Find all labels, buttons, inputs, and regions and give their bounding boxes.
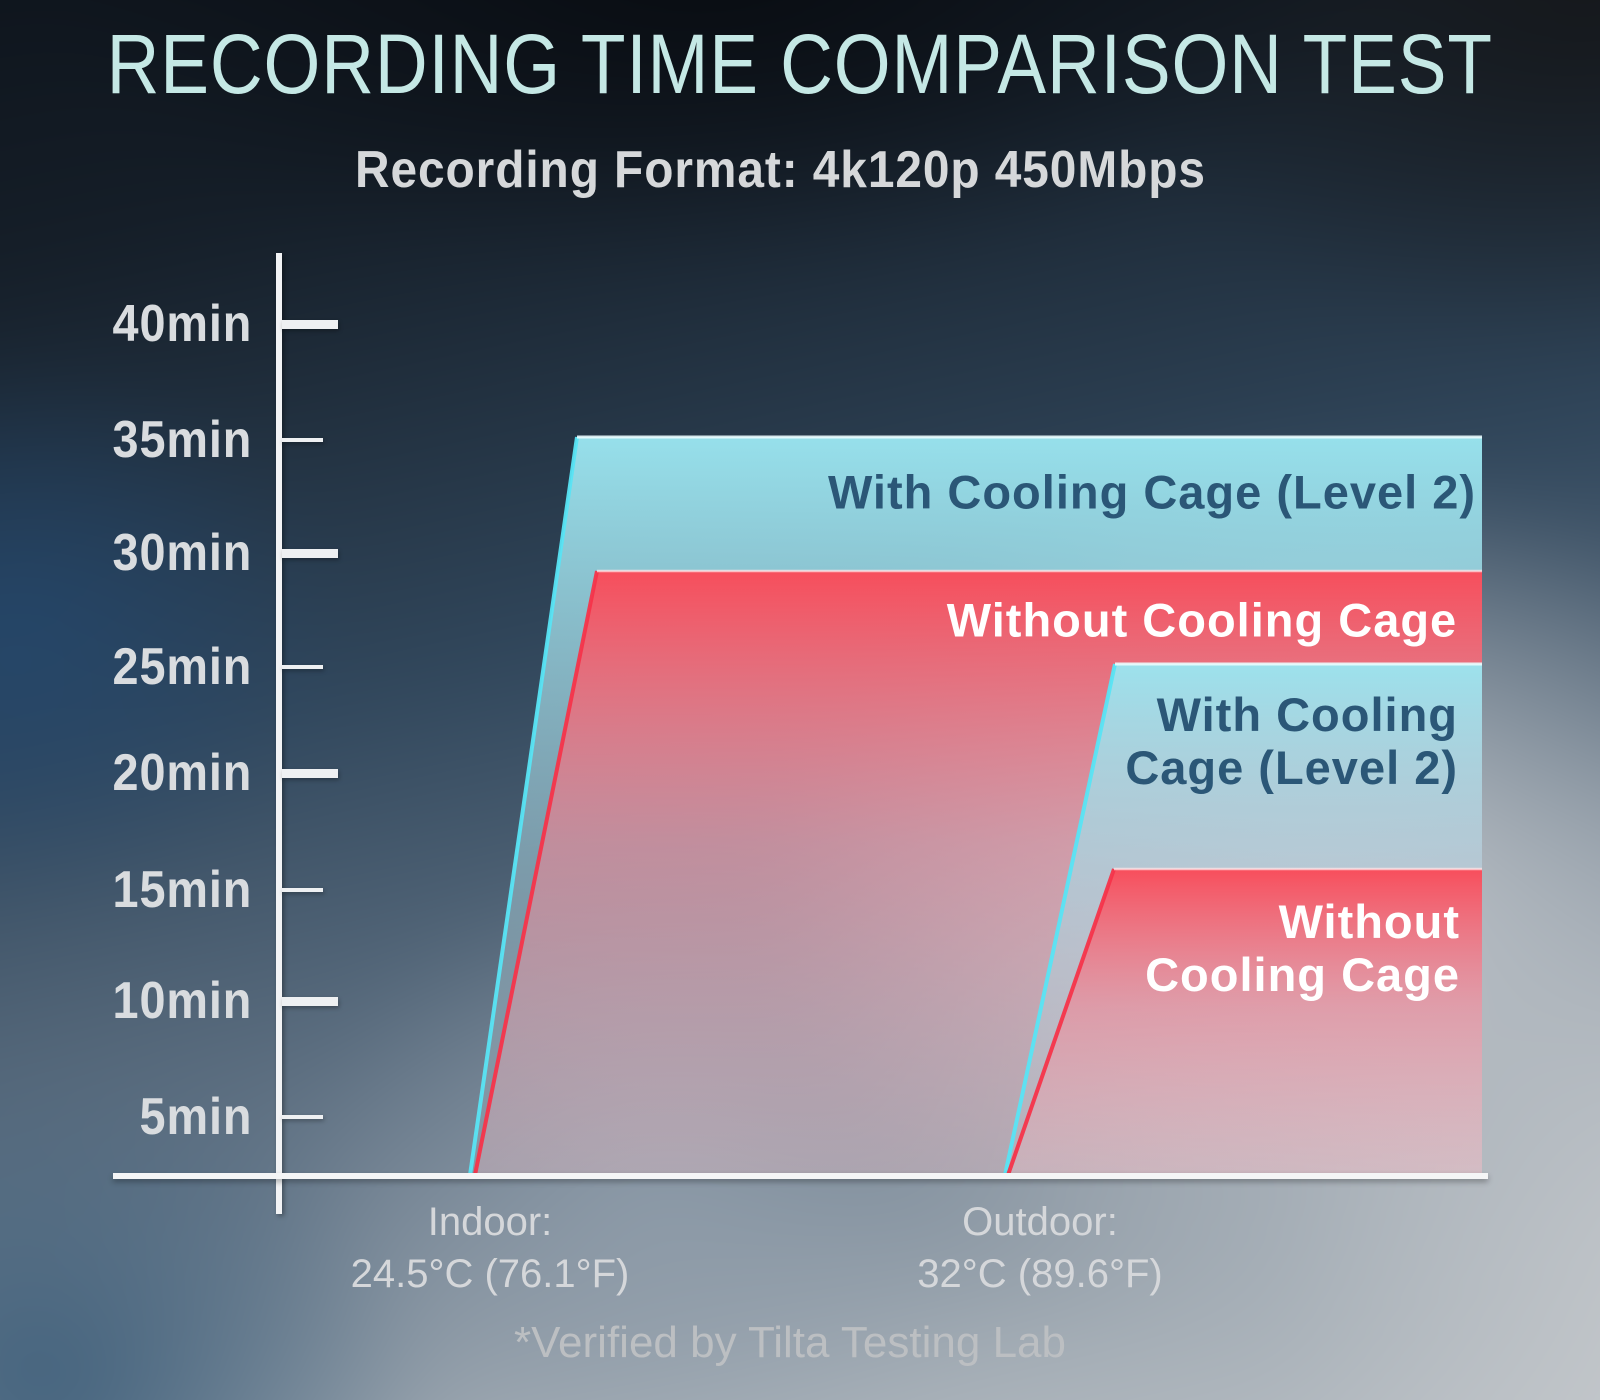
subtitle: Recording Format: 4k120p 450Mbps [0,140,1560,200]
y-label-30min-text: 30min [112,524,252,582]
label-outdoor-without-cage: Without Cooling Cage [1145,895,1460,1001]
y-label-5min: 5min [30,1090,252,1144]
y-label-20min-text: 20min [112,744,252,802]
y-label-20min: 20min [30,746,252,800]
y-tick-25min [282,665,323,669]
footer-note: *Verified by Tilta Testing Lab [514,1318,1066,1367]
label-outdoor-without-cage-line2: Cooling Cage [1145,948,1460,1001]
y-label-40min: 40min [30,297,252,351]
y-label-5min-text: 5min [139,1088,252,1146]
label-indoor-with-cage: With Cooling Cage (Level 2) [827,465,1477,519]
edge-outdoor-with-cage [1003,663,1117,1176]
label-outdoor-with-cage-line2: Cage (Level 2) [1125,741,1458,794]
y-label-10min-text: 10min [112,972,252,1030]
x-label-indoor-temp: 24.5°C (76.1°F) [350,1252,630,1296]
x-axis-line [113,1173,1488,1179]
edge-indoor-with-cage [468,436,579,1176]
y-label-35min-text: 35min [112,411,252,469]
page-title-text: RECORDING TIME COMPARISON TEST [106,17,1494,111]
y-tick-10min [282,997,338,1006]
y-label-30min: 30min [30,526,252,580]
y-label-15min-text: 15min [112,861,252,919]
y-label-25min-text: 25min [112,638,252,696]
label-outdoor-with-cage: With Cooling Cage (Level 2) [1125,688,1458,794]
label-indoor-without-cage: Without Cooling Cage [946,593,1458,647]
page-title: RECORDING TIME COMPARISON TEST [0,16,1600,113]
y-label-25min: 25min [30,640,252,694]
y-tick-30min [282,549,338,558]
x-label-outdoor-temp: 32°C (89.6°F) [917,1252,1163,1296]
area-outdoor-without-cage [1008,869,1482,1175]
edge-outdoor-without-cage [1006,868,1116,1176]
x-label-indoor-name: Indoor: [427,1200,553,1244]
y-label-35min: 35min [30,413,252,467]
label-outdoor-with-cage-line1: With Cooling [1156,688,1458,741]
y-tick-15min [282,888,323,892]
y-label-40min-text: 40min [112,295,252,353]
label-outdoor-without-cage-line1: Without [1278,895,1460,948]
y-label-10min: 10min [30,974,252,1028]
x-label-outdoor-name: Outdoor: [962,1200,1118,1244]
y-tick-20min [282,769,338,778]
x-label-outdoor: Outdoor: 32°C (89.6°F) [760,1196,1320,1300]
y-label-15min: 15min [30,863,252,917]
y-tick-5min [282,1115,323,1119]
y-axis-line [276,253,282,1214]
y-tick-35min [282,438,323,442]
subtitle-text: Recording Format: 4k120p 450Mbps [354,141,1206,199]
y-tick-40min [282,320,338,329]
edge-indoor-without-cage [473,570,599,1176]
x-label-indoor: Indoor: 24.5°C (76.1°F) [210,1196,770,1300]
